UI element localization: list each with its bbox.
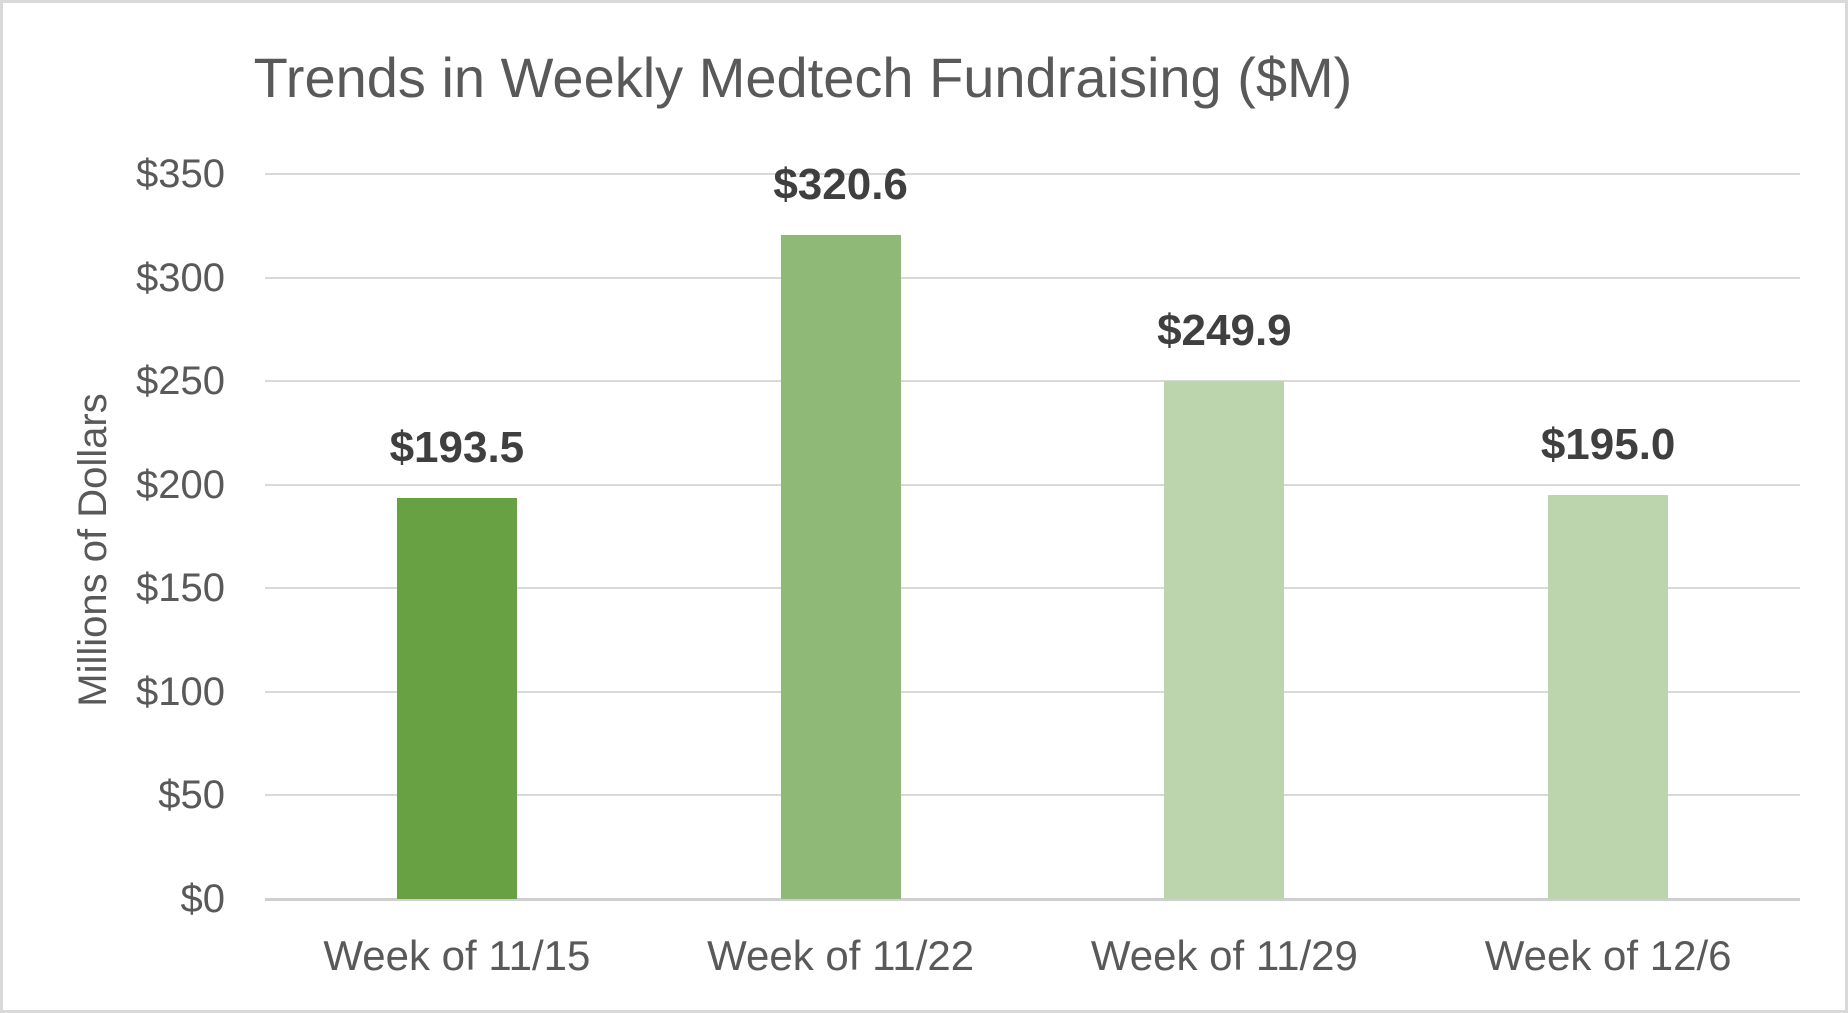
bar[interactable] <box>780 234 901 899</box>
bar[interactable] <box>1164 381 1285 899</box>
bar-value-label: $193.5 <box>389 423 525 473</box>
gridline <box>265 380 1800 383</box>
gridline <box>265 587 1800 590</box>
y-tick-label: $50 <box>158 773 225 818</box>
gridline <box>265 276 1800 279</box>
y-tick-label: $150 <box>136 566 225 611</box>
y-tick-label: $300 <box>136 255 225 300</box>
x-category-label: Week of 11/15 <box>323 932 591 979</box>
gridline <box>265 690 1800 693</box>
bar-value-label: $320.6 <box>773 159 908 209</box>
x-axis-line <box>265 898 1800 901</box>
y-tick-label: $0 <box>180 877 226 921</box>
x-category-label: Week of 11/22 <box>707 932 975 979</box>
bar[interactable] <box>396 498 517 899</box>
gridline <box>265 173 1800 175</box>
gridline <box>265 794 1800 797</box>
bar-value-label: $249.9 <box>1157 306 1292 356</box>
x-category-label: Week of 11/29 <box>1090 932 1358 979</box>
bar-value-label: $195.0 <box>1540 420 1676 470</box>
y-tick-label: $250 <box>136 359 225 404</box>
y-tick-label: $200 <box>136 462 225 507</box>
chart-title: Trends in Weekly Medtech Fundraising ($M… <box>253 46 1353 109</box>
y-tick-label: $100 <box>136 669 225 714</box>
x-category-label: Week of 12/6 <box>1484 932 1732 979</box>
bar[interactable] <box>1548 495 1669 899</box>
gridline <box>265 483 1800 486</box>
y-tick-label: $350 <box>136 152 225 196</box>
